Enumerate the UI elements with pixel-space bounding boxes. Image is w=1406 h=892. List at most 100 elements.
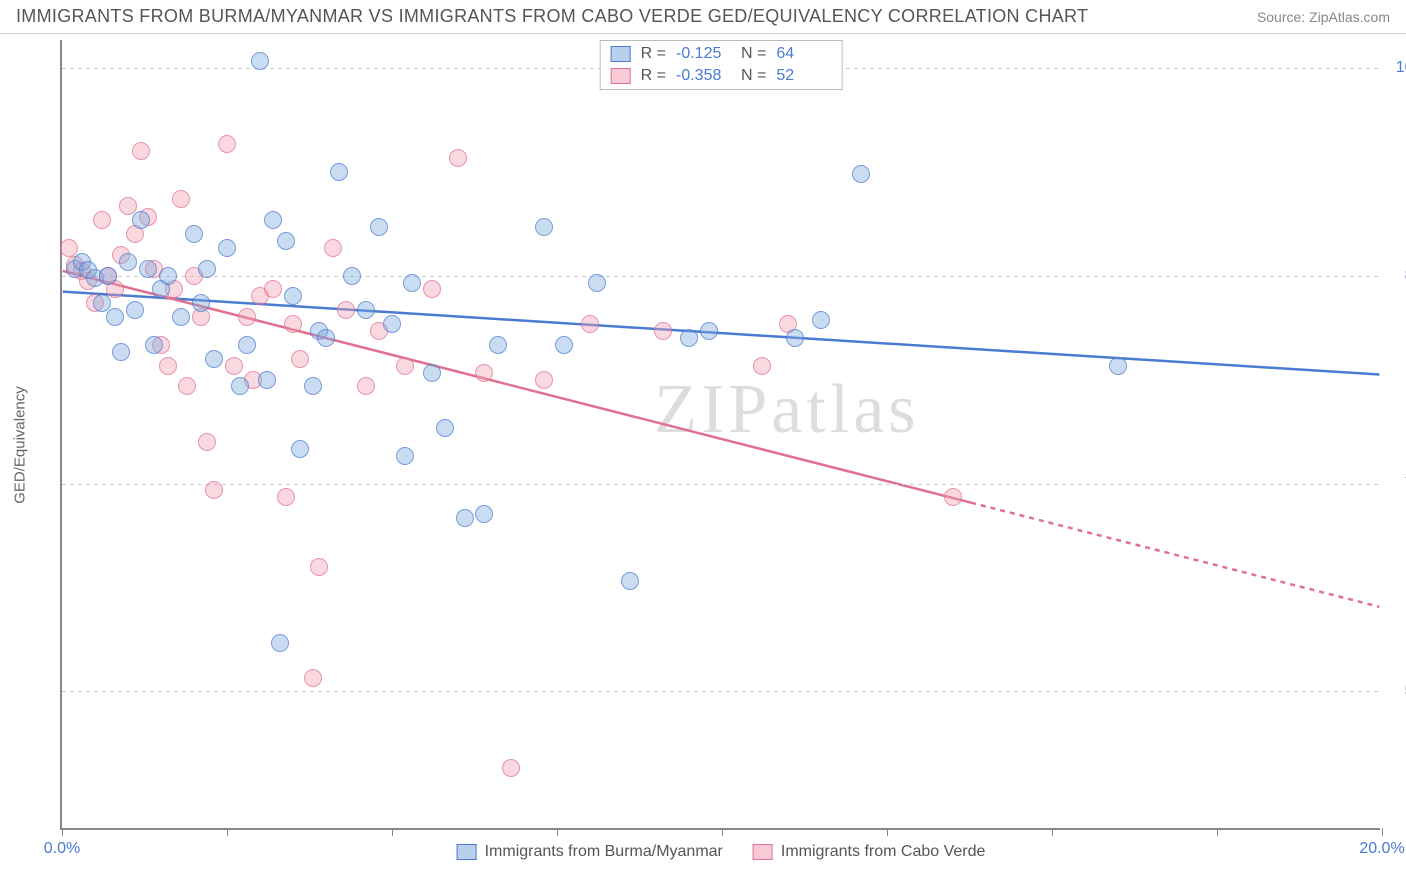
scatter-point (337, 301, 355, 319)
x-tick (227, 828, 228, 836)
scatter-point (581, 315, 599, 333)
swatch-icon (611, 68, 631, 84)
scatter-point (436, 419, 454, 437)
scatter-point (271, 634, 289, 652)
y-tick-label: 70.0% (1390, 475, 1406, 493)
legend-item-series-a: Immigrants from Burma/Myanmar (457, 843, 723, 861)
x-tick (1382, 828, 1383, 836)
gridline (62, 691, 1380, 692)
x-tick (62, 828, 63, 836)
scatter-point (449, 149, 467, 167)
r-value: -0.358 (676, 67, 731, 85)
scatter-point (277, 232, 295, 250)
scatter-point (205, 481, 223, 499)
scatter-point (1109, 357, 1127, 375)
scatter-point (139, 260, 157, 278)
scatter-point (310, 558, 328, 576)
n-label: N = (741, 67, 766, 85)
scatter-point (172, 308, 190, 326)
chart-area: GED/Equivalency ZIPatlas R = -0.125 N = … (30, 40, 1390, 850)
scatter-point (383, 315, 401, 333)
scatter-point (317, 329, 335, 347)
legend-label: Immigrants from Burma/Myanmar (485, 843, 723, 861)
scatter-point (852, 165, 870, 183)
scatter-point (753, 357, 771, 375)
y-tick-label: 100.0% (1390, 59, 1406, 77)
scatter-point (700, 322, 718, 340)
scatter-point (304, 669, 322, 687)
scatter-point (264, 211, 282, 229)
scatter-point (812, 311, 830, 329)
source-attribution: Source: ZipAtlas.com (1257, 9, 1390, 25)
scatter-point (475, 505, 493, 523)
chart-header: IMMIGRANTS FROM BURMA/MYANMAR VS IMMIGRA… (0, 0, 1406, 34)
scatter-point (944, 488, 962, 506)
scatter-point (251, 52, 269, 70)
scatter-point (357, 301, 375, 319)
scatter-point (621, 572, 639, 590)
scatter-point (172, 190, 190, 208)
scatter-point (357, 377, 375, 395)
scatter-point (126, 301, 144, 319)
scatter-point (159, 357, 177, 375)
correlation-legend: R = -0.125 N = 64 R = -0.358 N = 52 (600, 40, 843, 90)
scatter-point (343, 267, 361, 285)
scatter-point (258, 371, 276, 389)
x-tick (557, 828, 558, 836)
n-value: 64 (776, 45, 831, 63)
legend-item-series-b: Immigrants from Cabo Verde (753, 843, 986, 861)
x-tick-label: 20.0% (1359, 840, 1404, 858)
scatter-point (277, 488, 295, 506)
scatter-point (456, 509, 474, 527)
scatter-point (264, 280, 282, 298)
plot-region: ZIPatlas R = -0.125 N = 64 R = -0.358 N … (60, 40, 1380, 830)
scatter-point (238, 308, 256, 326)
scatter-point (238, 336, 256, 354)
x-tick-label: 0.0% (44, 840, 80, 858)
r-label: R = (641, 67, 666, 85)
series-legend: Immigrants from Burma/Myanmar Immigrants… (457, 843, 986, 861)
scatter-point (555, 336, 573, 354)
scatter-point (145, 336, 163, 354)
scatter-point (330, 163, 348, 181)
scatter-point (535, 218, 553, 236)
scatter-point (654, 322, 672, 340)
scatter-point (159, 267, 177, 285)
scatter-point (588, 274, 606, 292)
scatter-point (119, 253, 137, 271)
scatter-point (786, 329, 804, 347)
scatter-point (502, 759, 520, 777)
watermark-text: ZIPatlas (654, 370, 919, 450)
scatter-point (535, 371, 553, 389)
r-label: R = (641, 45, 666, 63)
scatter-point (284, 287, 302, 305)
x-tick (887, 828, 888, 836)
chart-title: IMMIGRANTS FROM BURMA/MYANMAR VS IMMIGRA… (16, 6, 1088, 27)
scatter-point (178, 377, 196, 395)
swatch-icon (611, 46, 631, 62)
scatter-point (205, 350, 223, 368)
y-tick-label: 85.0% (1390, 267, 1406, 285)
scatter-point (423, 280, 441, 298)
scatter-point (475, 364, 493, 382)
scatter-point (198, 260, 216, 278)
n-label: N = (741, 45, 766, 63)
scatter-point (231, 377, 249, 395)
scatter-point (112, 343, 130, 361)
swatch-icon (457, 844, 477, 860)
legend-row-series-a: R = -0.125 N = 64 (601, 43, 842, 65)
n-value: 52 (776, 67, 831, 85)
trend-lines (62, 40, 1380, 828)
scatter-point (218, 135, 236, 153)
x-tick (392, 828, 393, 836)
scatter-point (370, 218, 388, 236)
scatter-point (304, 377, 322, 395)
scatter-point (396, 447, 414, 465)
scatter-point (423, 364, 441, 382)
x-tick (1052, 828, 1053, 836)
gridline (62, 276, 1380, 277)
scatter-point (198, 433, 216, 451)
scatter-point (284, 315, 302, 333)
scatter-point (396, 357, 414, 375)
scatter-point (218, 239, 236, 257)
